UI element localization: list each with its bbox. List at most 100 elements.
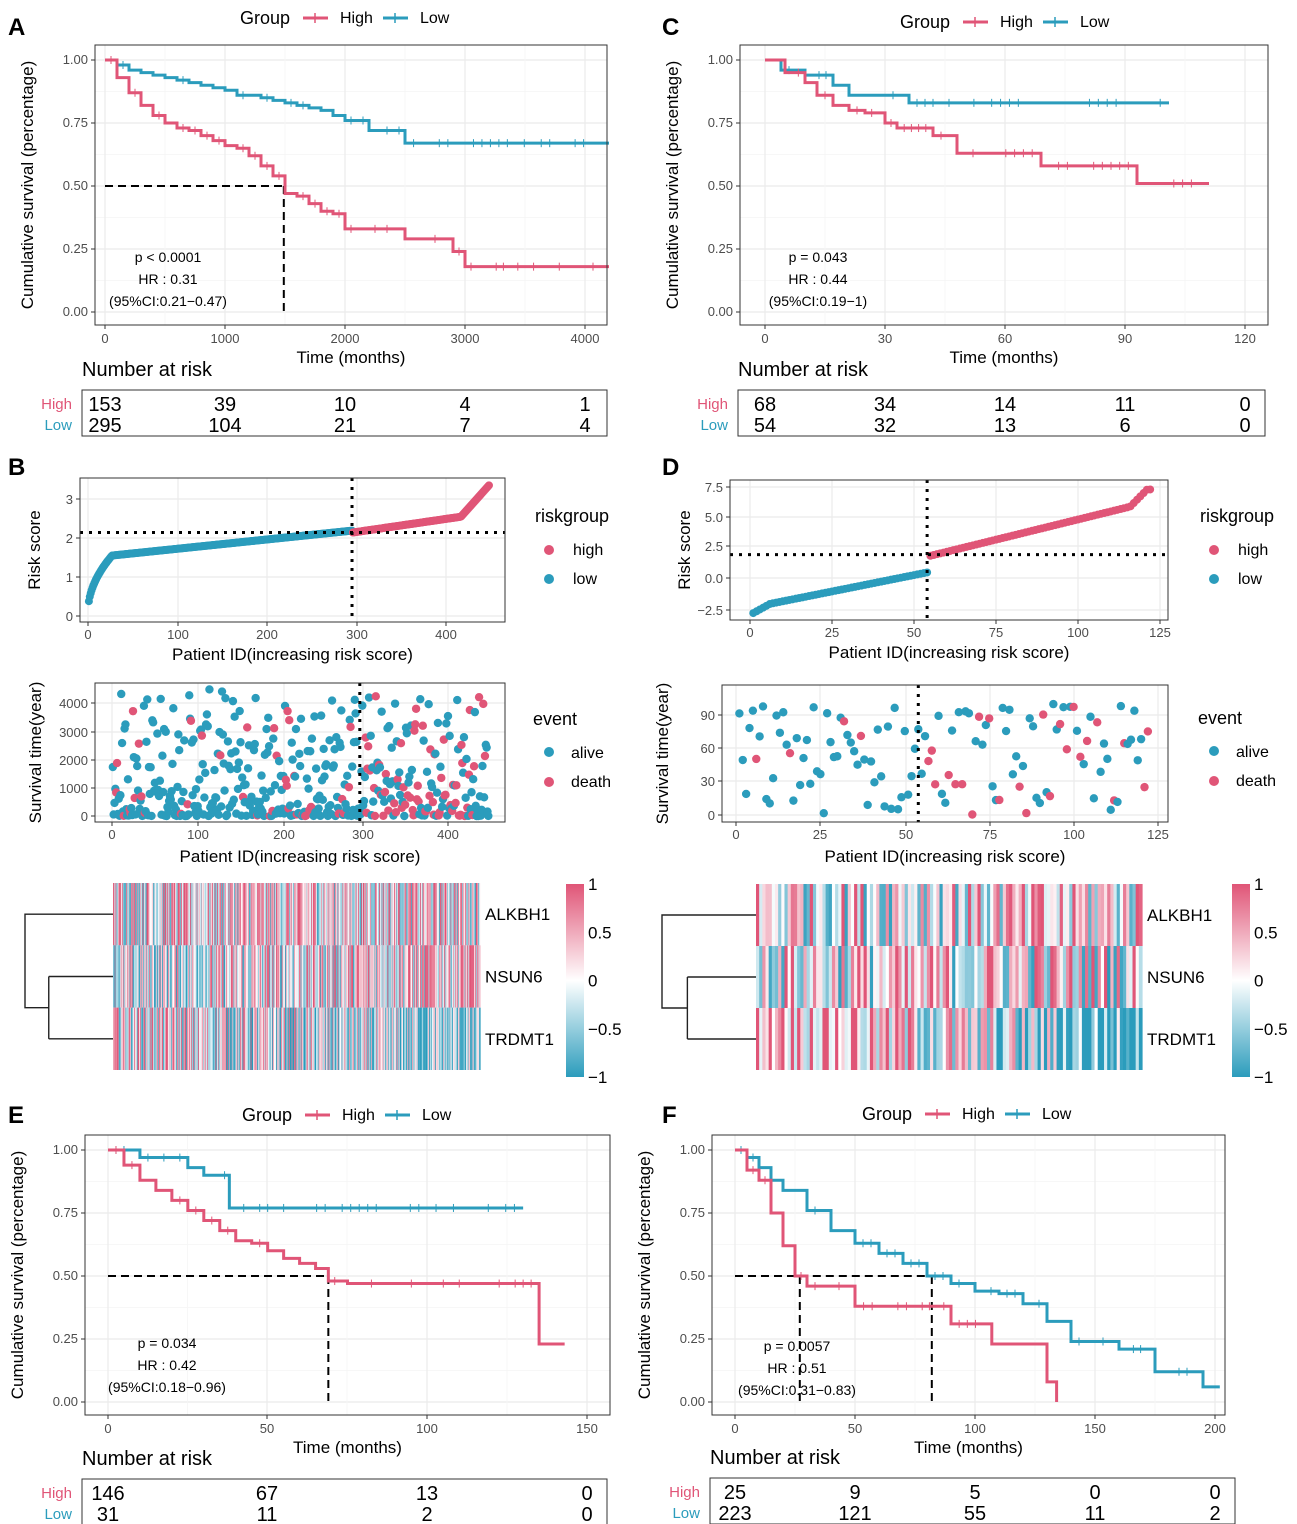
heatmap-cell [183,883,185,946]
survival-point [451,798,460,808]
heatmap-cell [430,945,432,1008]
heatmap-cell [345,1007,348,1070]
heatmap-cell [438,945,440,1008]
heatmap-cell [469,883,471,946]
heatmap-cell [239,1007,241,1070]
heatmap-cell [1037,946,1042,1008]
heatmap-cell [850,946,855,1008]
legend-high-label: high [573,542,603,559]
heatmap-cell [277,883,280,946]
heatmap-cell [465,1007,467,1070]
heatmap-cell [477,945,479,1008]
survival-point [174,730,183,739]
heatmap-cell [162,945,164,1008]
heatmap-cell [155,883,158,946]
heatmap-cell [1056,1008,1061,1070]
heatmap-cell [404,945,407,1008]
heatmap-cell [819,1008,824,1070]
heatmap-cell [351,883,353,946]
heatmap-cell [333,1007,335,1070]
survival-point [927,746,937,755]
heatmap-cell [303,883,305,946]
heatmap-cell [167,945,169,1008]
heatmap-cell [202,883,204,946]
heatmap-cell [128,945,130,1008]
heatmap-cell [296,883,298,946]
heatmap-cell [416,1007,419,1070]
heatmap-cell [234,945,236,1008]
heatmap-cell [228,1007,230,1070]
heatmap-cell [479,1007,481,1070]
heatmap-cell [471,945,474,1008]
heatmap-cell [434,1007,436,1070]
survival-point [816,769,825,779]
heatmap-cell [260,945,262,1008]
heatmap-cell [133,883,135,946]
survival-point [364,742,373,751]
curve-high [735,1148,1059,1402]
heatmap-cell [1018,884,1023,946]
heatmap-cell [389,883,391,946]
heatmap-cell [451,1007,453,1070]
survival-point [474,692,484,702]
heatmap-cell [282,1007,284,1070]
heatmap-cell [468,1007,470,1070]
heatmap-cell [360,945,362,1008]
heatmap-cell [353,883,355,946]
y-axis-label: Cumulative survival (percentage) [8,1151,27,1400]
heatmap-cell [342,1007,344,1070]
heatmap-cell [335,883,338,946]
risk-low-value: 121 [838,1503,871,1524]
heatmap-cell [416,883,418,946]
survival-point [1086,712,1095,721]
stat-text-2: (95%CI:0.21−0.47) [109,293,227,309]
heatmap-cell [1047,884,1051,946]
heatmap-cell [479,945,481,1008]
heatmap-cell [214,1007,216,1070]
heatmap-cell [939,946,944,1008]
heatmap-cell [961,946,966,1008]
risk-high-value: 1 [579,394,590,416]
heatmap-cell [153,1007,155,1070]
survival-point [735,709,744,718]
heatmap-cell [1081,884,1086,946]
heatmap-cell [345,945,348,1008]
x-tick-label: 0 [104,1421,111,1436]
heatmap-cell [803,884,808,946]
heatmap-cell [242,883,244,946]
survival-point [789,796,798,805]
heatmap-cell [186,883,189,946]
surv-y-label: Survival time(year) [653,683,672,825]
survival-point [262,724,271,734]
heatmap-cell [400,883,402,946]
heatmap-cell [825,1008,830,1070]
y-tick-label: 0.00 [53,1394,78,1409]
heatmap-cell [457,1007,459,1070]
heatmap-cell [465,945,467,1008]
heatmap-cell [348,883,351,946]
heatmap-cell [1126,1008,1130,1070]
heatmap-cell [439,883,442,946]
heatmap-cell [239,945,241,1008]
heatmap-cell [974,1008,979,1070]
heatmap-cell [293,883,295,946]
riskgroup-legend-title: riskgroup [1200,506,1274,526]
heatmap-cell [312,883,315,946]
surv-x-label: Patient ID(increasing risk score) [180,847,421,866]
heatmap-cell [304,1007,307,1070]
heatmap-cell [838,884,843,946]
surv-frame [94,682,506,823]
heatmap-cell [383,945,385,1008]
heatmap-cell [347,1007,349,1070]
heatmap-cell [175,945,177,1008]
x-tick-label: 25 [825,625,839,640]
heatmap-cell [844,946,849,1008]
heatmap-cell [397,945,399,1008]
heatmap-cell [312,945,315,1008]
x-tick-label: 0 [732,827,739,842]
scale-tick-label: −1 [588,1068,607,1087]
heatmap-cell [332,1007,334,1070]
heatmap-cell [257,945,260,1008]
heatmap-cell [225,883,227,946]
heatmap-cell [249,1007,252,1070]
